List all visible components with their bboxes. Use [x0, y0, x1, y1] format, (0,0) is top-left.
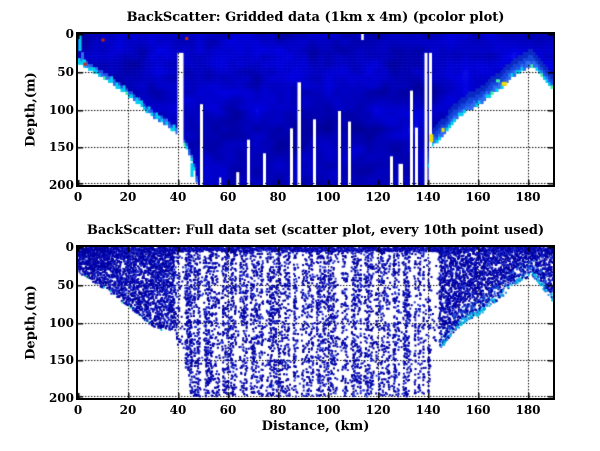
scatter-y-tick-label: 200	[48, 391, 74, 405]
pcolor-x-tick-label: 160	[465, 190, 491, 204]
scatter-x-tick-label: 160	[465, 403, 491, 417]
scatter-x-tick-label: 100	[315, 403, 341, 417]
pcolor-x-tick-label: 60	[219, 190, 237, 204]
scatter-x-tick-label: 180	[515, 403, 541, 417]
scatter-y-tick-label: 50	[57, 277, 74, 292]
pcolor-y-tick-label: 0	[65, 27, 74, 41]
pcolor-plot-area	[76, 32, 555, 187]
scatter-x-tick-label: 40	[169, 403, 187, 417]
pcolor-y-tick-label: 200	[48, 178, 74, 192]
scatter-y-tick-label: 150	[48, 353, 74, 368]
pcolor-y-tick-label: 150	[48, 140, 74, 155]
pcolor-x-tick-label: 20	[119, 190, 137, 204]
scatter-y-tick-label: 100	[48, 315, 74, 330]
distance-xlabel: Distance, (km)	[261, 419, 370, 434]
pcolor-x-tick-label: 120	[365, 190, 391, 204]
scatter-x-tick-label: 0	[73, 403, 83, 417]
pcolor-x-tick-label: 40	[169, 190, 187, 204]
pcolor-y-tick-label: 100	[48, 102, 74, 117]
pcolor-y-tick-label: 50	[57, 64, 74, 79]
scatter-y-tick-label: 0	[65, 240, 74, 254]
scatter-plot-area	[76, 245, 555, 400]
scatter-x-tick-label: 80	[269, 403, 287, 417]
scatter-x-tick-label: 20	[119, 403, 137, 417]
pcolor-x-tick-label: 0	[73, 190, 83, 204]
scatter-x-tick-label: 120	[365, 403, 391, 417]
pcolor-x-tick-label: 100	[315, 190, 341, 204]
scatter-ylabel: Depth,(m)	[23, 285, 39, 360]
scatter-canvas	[78, 247, 553, 398]
scatter-title: BackScatter: Full data set (scatter plot…	[86, 223, 545, 238]
pcolor-title: BackScatter: Gridded data (1km x 4m) (pc…	[126, 10, 505, 25]
pcolor-canvas	[78, 34, 553, 185]
pcolor-ylabel: Depth,(m)	[23, 72, 39, 147]
scatter-x-tick-label: 60	[219, 403, 237, 417]
pcolor-x-tick-label: 80	[269, 190, 287, 204]
pcolor-x-tick-label: 140	[415, 190, 441, 204]
scatter-x-tick-label: 140	[415, 403, 441, 417]
pcolor-x-tick-label: 180	[515, 190, 541, 204]
